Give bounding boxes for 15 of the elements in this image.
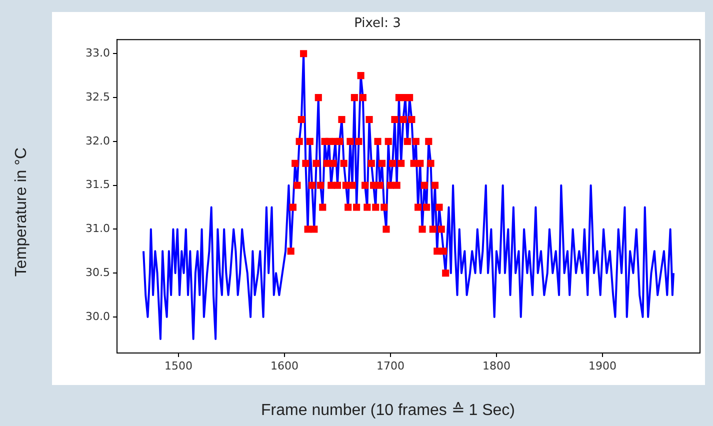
y-tick-label: 31.0 [86,222,110,236]
x-tick-label: 1500 [164,359,192,372]
x-tick-label: 1600 [270,359,298,372]
y-tick-label: 33.0 [86,46,110,60]
x-tick-label: 1800 [482,359,510,372]
chart-title: Pixel: 3 [354,16,401,32]
y-tick-label: 31.5 [86,178,110,192]
y-tick-label: 30.5 [86,266,110,279]
x-tick-label: 1700 [376,359,404,372]
y-axis-title: Temperature in °C [13,147,31,277]
x-tick-label: 1900 [588,359,616,372]
x-axis-title: Frame number (10 frames ≙ 1 Sec) [261,401,515,420]
y-tick-label: 32.5 [86,90,110,104]
y-tick-label: 32.0 [86,134,110,148]
y-tick-label: 30.0 [86,310,110,323]
